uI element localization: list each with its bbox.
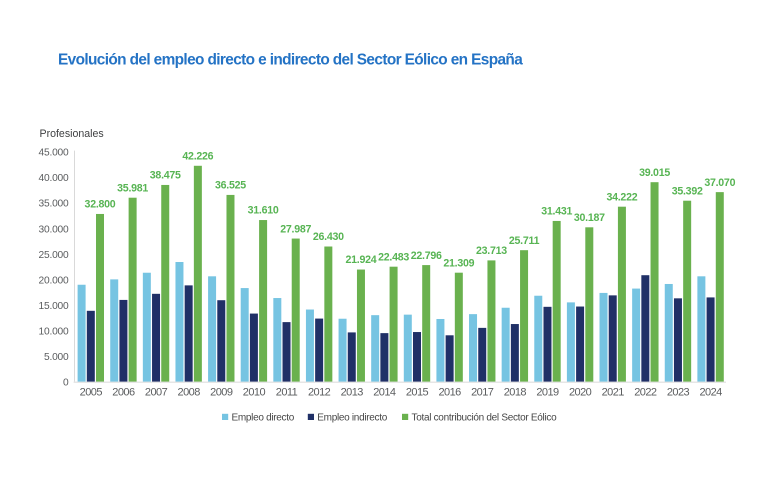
svg-text:39.015: 39.015 bbox=[639, 167, 670, 179]
svg-text:2020: 2020 bbox=[569, 386, 592, 398]
svg-text:2005: 2005 bbox=[80, 386, 103, 398]
svg-text:Profesionales: Profesionales bbox=[40, 128, 104, 140]
svg-text:45.000: 45.000 bbox=[39, 148, 69, 159]
svg-text:31.610: 31.610 bbox=[248, 205, 279, 217]
svg-text:21.309: 21.309 bbox=[443, 257, 474, 269]
svg-text:Empleo indirecto: Empleo indirecto bbox=[317, 412, 387, 423]
svg-text:25.000: 25.000 bbox=[39, 250, 69, 261]
svg-text:2013: 2013 bbox=[341, 386, 364, 398]
svg-text:37.070: 37.070 bbox=[704, 177, 735, 189]
svg-text:31.431: 31.431 bbox=[541, 206, 572, 218]
svg-text:22.483: 22.483 bbox=[378, 251, 409, 263]
svg-text:30.000: 30.000 bbox=[39, 224, 69, 235]
svg-text:27.987: 27.987 bbox=[280, 223, 311, 235]
svg-text:22.796: 22.796 bbox=[411, 250, 442, 262]
svg-text:35.981: 35.981 bbox=[117, 182, 148, 194]
svg-text:2012: 2012 bbox=[308, 386, 331, 398]
svg-text:2007: 2007 bbox=[145, 386, 168, 398]
svg-text:2017: 2017 bbox=[471, 386, 494, 398]
svg-text:20.000: 20.000 bbox=[39, 275, 69, 286]
svg-text:2008: 2008 bbox=[178, 386, 201, 398]
svg-text:35.392: 35.392 bbox=[672, 185, 703, 197]
svg-text:Total contribución del Sector: Total contribución del Sector Eólico bbox=[412, 412, 558, 423]
svg-text:Empleo directo: Empleo directo bbox=[232, 412, 295, 423]
svg-text:10.000: 10.000 bbox=[39, 327, 69, 338]
svg-text:2022: 2022 bbox=[634, 386, 657, 398]
svg-text:0: 0 bbox=[63, 378, 69, 389]
svg-text:32.800: 32.800 bbox=[85, 199, 116, 211]
svg-text:35.000: 35.000 bbox=[39, 199, 69, 210]
svg-text:26.430: 26.430 bbox=[313, 231, 344, 243]
svg-text:23.713: 23.713 bbox=[476, 245, 507, 257]
svg-text:2016: 2016 bbox=[438, 386, 461, 398]
svg-text:38.475: 38.475 bbox=[150, 170, 181, 182]
svg-text:34.222: 34.222 bbox=[606, 191, 637, 203]
svg-text:2010: 2010 bbox=[243, 386, 266, 398]
svg-text:2011: 2011 bbox=[276, 386, 298, 398]
svg-text:2021: 2021 bbox=[602, 386, 625, 398]
svg-text:30.187: 30.187 bbox=[574, 212, 605, 224]
svg-text:2019: 2019 bbox=[536, 386, 559, 398]
svg-text:5.000: 5.000 bbox=[44, 352, 69, 363]
svg-text:21.924: 21.924 bbox=[346, 254, 377, 266]
svg-text:2009: 2009 bbox=[210, 386, 233, 398]
svg-text:Evolución del empleo directo e: Evolución del empleo directo e indirecto… bbox=[58, 52, 523, 69]
svg-text:2024: 2024 bbox=[699, 386, 722, 398]
svg-text:2014: 2014 bbox=[373, 386, 396, 398]
svg-text:15.000: 15.000 bbox=[39, 301, 69, 312]
svg-text:2015: 2015 bbox=[406, 386, 429, 398]
svg-text:2023: 2023 bbox=[667, 386, 690, 398]
svg-text:2018: 2018 bbox=[504, 386, 527, 398]
svg-text:36.525: 36.525 bbox=[215, 180, 246, 192]
svg-text:40.000: 40.000 bbox=[39, 173, 69, 184]
svg-text:2006: 2006 bbox=[112, 386, 135, 398]
svg-text:42.226: 42.226 bbox=[182, 150, 213, 162]
svg-text:25.711: 25.711 bbox=[509, 235, 540, 247]
